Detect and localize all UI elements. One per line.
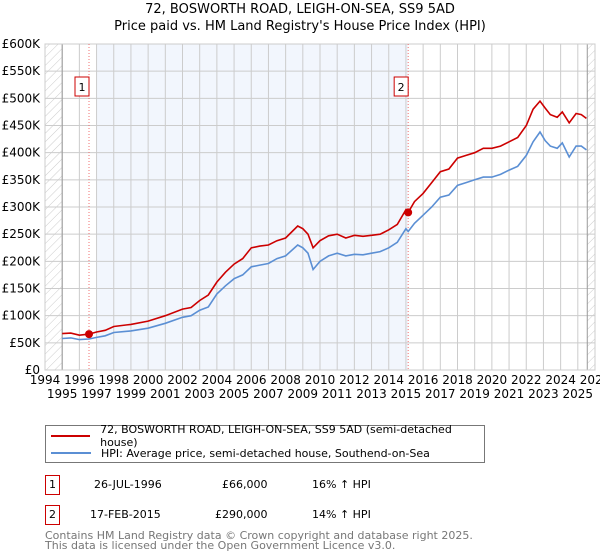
transaction-price: £66,000 bbox=[222, 478, 268, 491]
x-tick-label: 2026 bbox=[580, 373, 600, 387]
y-tick-label: £250K bbox=[2, 227, 42, 241]
x-tick-label: 2016 bbox=[408, 373, 439, 387]
y-tick-label: £300K bbox=[2, 200, 42, 214]
y-tick-label: £50K bbox=[9, 336, 41, 350]
property-price-line bbox=[62, 99, 587, 337]
x-tick-label: 2009 bbox=[288, 387, 319, 401]
x-tick-label: 1996 bbox=[64, 373, 95, 387]
transaction-row: 1 26-JUL-1996 £66,000 16% ↑ HPI bbox=[45, 475, 545, 495]
legend-label: HPI: Average price, semi-detached house,… bbox=[101, 446, 430, 460]
annotation-box bbox=[393, 76, 409, 97]
x-tick-label: 2002 bbox=[167, 373, 198, 387]
y-tick-label: £450K bbox=[2, 119, 42, 133]
footer-copyright: Contains HM Land Registry data © Crown c… bbox=[45, 529, 473, 542]
line-chart: 1994199519961997199819992000200120022003… bbox=[2, 37, 600, 401]
legend-item-hpi: HPI: Average price, semi-detached house,… bbox=[51, 445, 430, 461]
footer: Contains HM Land Registry data © Crown c… bbox=[45, 529, 473, 552]
x-tick-label: 1997 bbox=[81, 387, 112, 401]
x-tick-label: 2015 bbox=[391, 387, 422, 401]
x-tick-label: 2020 bbox=[477, 373, 508, 387]
sale-point bbox=[404, 208, 413, 217]
annotation-label: 1 bbox=[79, 81, 86, 94]
transaction-date: 17-FEB-2015 bbox=[90, 508, 161, 521]
transaction-row: 2 17-FEB-2015 £290,000 14% ↑ HPI bbox=[45, 505, 545, 525]
y-tick-label: £350K bbox=[2, 173, 42, 187]
transaction-hpi: 16% ↑ HPI bbox=[312, 478, 371, 491]
x-tick-label: 2004 bbox=[202, 373, 233, 387]
sale-point bbox=[85, 330, 93, 339]
x-tick-label: 1999 bbox=[116, 387, 147, 401]
legend: 72, BOSWORTH ROAD, LEIGH-ON-SEA, SS9 5AD… bbox=[45, 423, 485, 463]
x-tick-label: 2014 bbox=[373, 373, 404, 387]
x-tick-label: 1994 bbox=[30, 373, 61, 387]
x-tick-label: 2023 bbox=[528, 387, 559, 401]
x-tick-label: 2013 bbox=[356, 387, 387, 401]
chart-subtitle: Price paid vs. HM Land Registry's House … bbox=[114, 19, 486, 34]
y-tick-label: £100K bbox=[2, 309, 42, 323]
x-tick-label: 2010 bbox=[305, 373, 336, 387]
y-tick-label: £0 bbox=[25, 363, 40, 377]
x-tick-label: 2017 bbox=[425, 387, 456, 401]
transaction-marker: 1 bbox=[45, 475, 60, 495]
hpi-line bbox=[62, 130, 587, 341]
x-tick-label: 2003 bbox=[184, 387, 215, 401]
transaction-date: 26-JUL-1996 bbox=[94, 478, 162, 491]
y-tick-label: £500K bbox=[2, 91, 42, 105]
x-tick-label: 2006 bbox=[236, 373, 267, 387]
x-tick-label: 2018 bbox=[442, 373, 473, 387]
x-tick-label: 2025 bbox=[563, 387, 594, 401]
legend-label: 72, BOSWORTH ROAD, LEIGH-ON-SEA, SS9 5AD… bbox=[100, 423, 452, 449]
transaction-price: £290,000 bbox=[215, 508, 268, 521]
plot-border bbox=[44, 43, 596, 371]
x-tick-label: 2001 bbox=[150, 387, 181, 401]
y-tick-label: £150K bbox=[2, 282, 42, 296]
transaction-marker: 2 bbox=[45, 505, 60, 525]
x-tick-label: 2008 bbox=[270, 373, 301, 387]
x-tick-label: 2012 bbox=[339, 373, 370, 387]
y-tick-label: £550K bbox=[2, 64, 42, 78]
x-tick-label: 2021 bbox=[494, 387, 525, 401]
x-tick-label: 1998 bbox=[98, 373, 129, 387]
transaction-hpi: 14% ↑ HPI bbox=[312, 508, 371, 521]
y-tick-label: £200K bbox=[2, 254, 42, 268]
y-tick-label: £600K bbox=[2, 37, 42, 51]
x-tick-label: 2019 bbox=[459, 387, 490, 401]
footer-licence: This data is licensed under the Open Gov… bbox=[45, 539, 396, 552]
legend-item-property: 72, BOSWORTH ROAD, LEIGH-ON-SEA, SS9 5AD… bbox=[51, 423, 484, 449]
x-tick-label: 2000 bbox=[133, 373, 164, 387]
x-tick-label: 2011 bbox=[322, 387, 353, 401]
chart-title: 72, BOSWORTH ROAD, LEIGH-ON-SEA, SS9 5AD bbox=[145, 2, 455, 17]
annotation-label: 2 bbox=[398, 81, 405, 94]
x-tick-label: 2022 bbox=[511, 373, 542, 387]
x-tick-label: 2007 bbox=[253, 387, 284, 401]
x-tick-label: 2005 bbox=[219, 387, 250, 401]
legend-swatch-blue bbox=[51, 452, 91, 454]
y-tick-label: £400K bbox=[2, 146, 42, 160]
x-tick-label: 2024 bbox=[545, 373, 576, 387]
annotation-box bbox=[74, 76, 90, 97]
legend-swatch-red bbox=[51, 435, 91, 437]
x-tick-label: 1995 bbox=[47, 387, 78, 401]
